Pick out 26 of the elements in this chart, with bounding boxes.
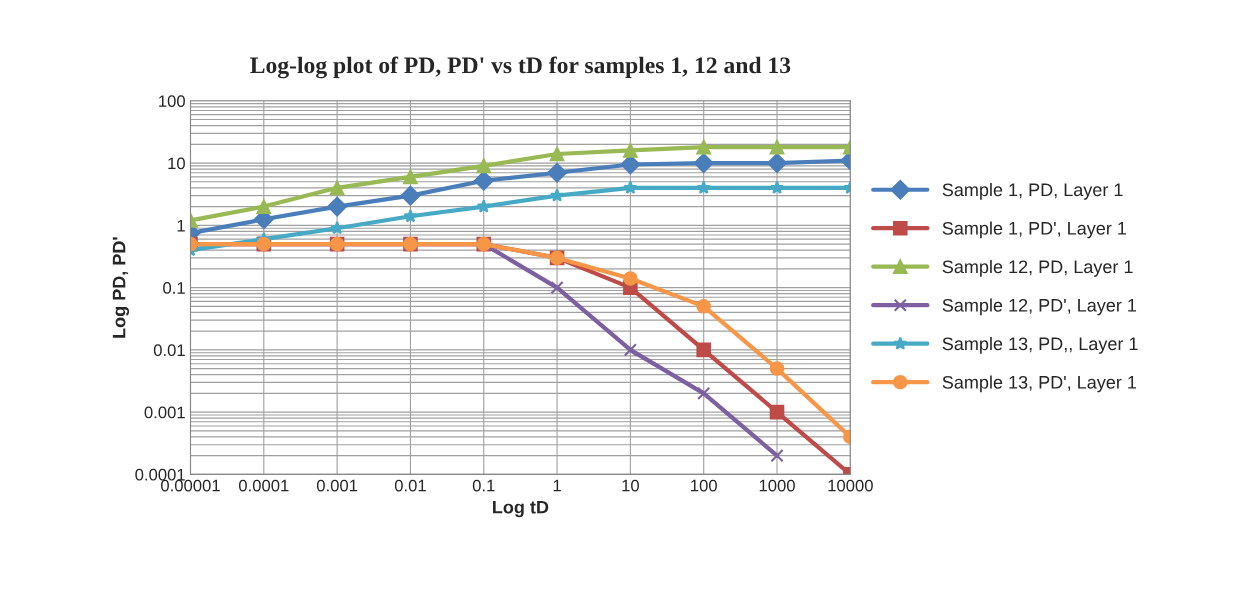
y-tick-label: 0.01 [153, 344, 185, 357]
y-tick-label: 0.0001 [135, 468, 185, 481]
x-tick-label: 10 [622, 479, 639, 492]
legend-label: Sample 12, PD', Layer 1 [942, 298, 1137, 316]
y-tick-label: 10 [168, 157, 185, 170]
y-tick-label: 0.001 [144, 406, 185, 419]
x-tick-label: 0.01 [394, 479, 426, 492]
x-tick-label: 1 [553, 479, 561, 492]
legend-label: Sample 13, PD,, Layer 1 [942, 336, 1138, 354]
x-tick-label: 0.00001 [161, 479, 220, 492]
chart-title: Log-log plot of PD, PD' vs tD for samples 1, 12 and 13 [250, 56, 791, 79]
y-axis-title: Log PD, PD' [112, 237, 130, 338]
x-tick-label: 10000 [828, 479, 873, 492]
x-tick-label: 0.001 [316, 479, 358, 492]
legend-label: Sample 12, PD, Layer 1 [942, 259, 1133, 277]
x-tick-label: 0.1 [472, 479, 495, 492]
legend-label: Sample 1, PD, Layer 1 [942, 182, 1123, 200]
y-tick-label: 0.1 [163, 282, 185, 294]
y-tick-label: 100 [159, 95, 185, 108]
x-tick-label: 0.0001 [238, 479, 289, 492]
y-tick-label: 1 [177, 219, 185, 232]
legend-label: Sample 13, PD', Layer 1 [942, 375, 1137, 393]
x-tick-label: 100 [691, 479, 717, 492]
x-axis-title: Log tD [493, 500, 549, 518]
x-tick-label: 1000 [759, 479, 795, 492]
legend-label: Sample 1, PD', Layer 1 [942, 221, 1127, 239]
